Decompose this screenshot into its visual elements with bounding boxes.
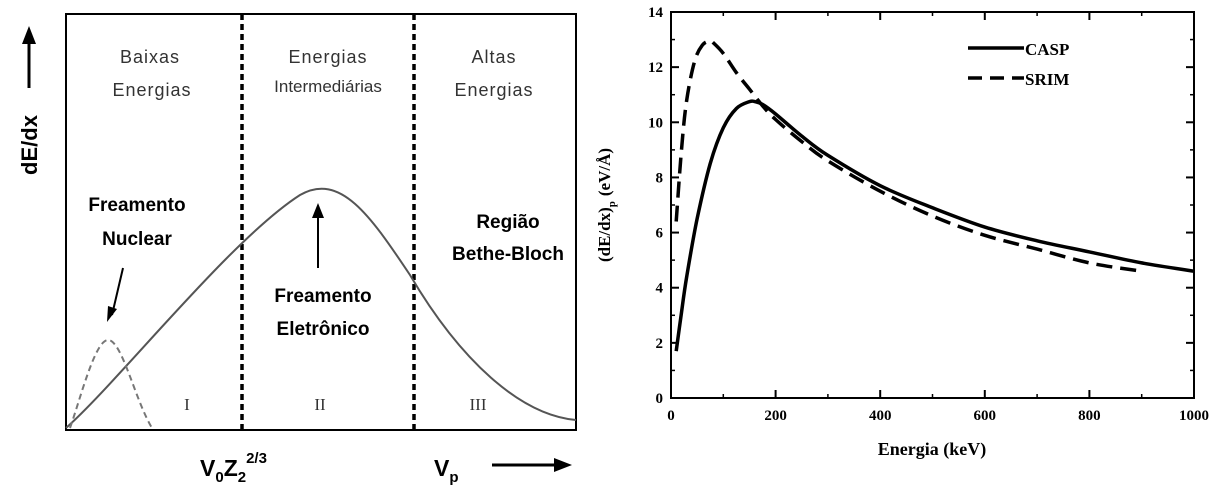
- legend-casp-label: CASP: [1025, 40, 1069, 59]
- left-y-arrow-head: [22, 26, 36, 44]
- series-srim-line: [674, 38, 1142, 273]
- y-tick-label-0: 0: [656, 391, 664, 407]
- x-tick-label-5: 1000: [1179, 408, 1209, 424]
- right-ticks: 0 200 400 600 800 1000 0 2 4 6 8 10 12 14: [648, 5, 1209, 424]
- region-3-line1: Altas: [471, 47, 516, 67]
- y-tick-label-2: 4: [656, 281, 664, 297]
- nuclear-label-line1: Freamento: [88, 195, 185, 216]
- y-tick-label-7: 14: [648, 5, 664, 21]
- bethe-label-line1: Região: [476, 212, 539, 233]
- nuclear-arrow-shaft: [111, 267, 124, 316]
- x-tick-label-1: 200: [764, 408, 787, 424]
- x-tick-label-2: 400: [869, 408, 892, 424]
- left-plot-frame: [65, 13, 577, 431]
- legend: CASP SRIM: [968, 40, 1069, 89]
- legend-srim-label: SRIM: [1025, 70, 1069, 89]
- x-tick-label-3: 600: [974, 408, 997, 424]
- y-tick-label-6: 12: [648, 60, 663, 76]
- right-plot-frame: [670, 11, 1195, 399]
- right-series: [674, 38, 1195, 352]
- left-y-axis-label: dE/dx: [17, 114, 42, 175]
- region-3-roman: III: [470, 395, 487, 414]
- right-chart: 0 200 400 600 800 1000 0 2 4 6 8 10 12 14 Energia (ke…: [595, 5, 1209, 460]
- y-tick-label-1: 2: [656, 336, 664, 352]
- electronic-label-line1: Freamento: [274, 286, 371, 307]
- electronic-arrow-head: [312, 203, 324, 218]
- region-1-roman: I: [184, 395, 190, 414]
- y-tick-label-5: 10: [648, 115, 663, 131]
- y-tick-label-4: 8: [656, 170, 664, 186]
- series-casp-line: [674, 99, 1195, 352]
- stopping-power-curve: [65, 187, 577, 429]
- vp-arrow-head: [554, 458, 572, 472]
- region-2-line1: Energias: [288, 47, 367, 67]
- right-y-axis-label: (dE/dx)p(eV/Å): [595, 148, 618, 262]
- region-1-line1: Baixas: [120, 47, 180, 67]
- nuclear-stopping-curve: [69, 338, 153, 429]
- x-tick-label-0: 0: [667, 408, 675, 424]
- left-x-axis-label: V0Z22/3: [200, 450, 267, 486]
- nuclear-arrow-head: [107, 306, 117, 322]
- x-tick-label-4: 800: [1078, 408, 1101, 424]
- region-2-roman: II: [314, 395, 326, 414]
- region-1-line2: Energias: [112, 80, 191, 100]
- bethe-label-line2: Bethe-Bloch: [452, 244, 564, 265]
- region-3-line2: Energias: [454, 80, 533, 100]
- electronic-label-line2: Eletrônico: [277, 319, 370, 340]
- right-x-axis-label: Energia (keV): [878, 439, 986, 460]
- y-tick-label-3: 6: [656, 226, 664, 242]
- nuclear-label-line2: Nuclear: [102, 229, 172, 250]
- region-2-line2: Intermediárias: [274, 77, 382, 96]
- left-chart: Baixas Energias Energias Intermediárias …: [17, 13, 577, 486]
- vp-label: Vp: [434, 455, 459, 486]
